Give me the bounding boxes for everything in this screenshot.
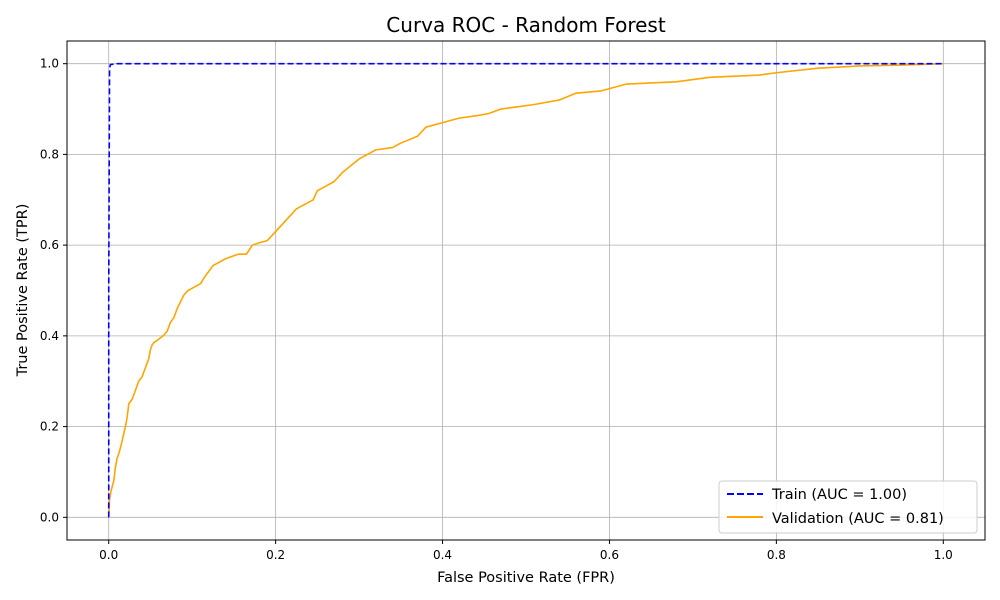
x-tick-label: 0.2 (266, 548, 285, 562)
y-axis-label: True Positive Rate (TPR) (15, 204, 31, 378)
y-tick-label: 0.6 (40, 238, 59, 252)
legend-label-train: Train (AUC = 1.00) (771, 487, 907, 503)
legend-box (718, 480, 978, 534)
y-axis-ticks: 0.0 0.2 0.4 0.6 0.8 1.0 (40, 57, 67, 524)
x-tick-label: 0.0 (99, 548, 118, 562)
x-tick-label: 0.4 (433, 548, 452, 562)
legend-label-validation: Validation (AUC = 0.81) (772, 511, 944, 527)
validation-roc-line (107, 62, 944, 518)
x-tick-label: 0.8 (767, 548, 786, 562)
y-tick-label: 1.0 (40, 57, 59, 71)
y-tick-label: 0.0 (40, 510, 59, 524)
legend: Train (AUC = 1.00) Validation (AUC = 0.8… (718, 480, 978, 534)
y-tick-label: 0.4 (40, 329, 59, 343)
plot-area (67, 41, 985, 540)
chart-title: Curva ROC - Random Forest (386, 13, 666, 37)
x-axis-label: False Positive Rate (FPR) (437, 570, 615, 586)
x-tick-label: 1.0 (934, 548, 953, 562)
y-tick-label: 0.8 (40, 147, 59, 161)
x-axis-ticks: 0.0 0.2 0.4 0.6 0.8 1.0 (99, 540, 953, 562)
plot-frame (66, 40, 986, 541)
x-tick-label: 0.6 (600, 548, 619, 562)
y-tick-label: 0.2 (40, 420, 59, 434)
train-roc-line (107, 62, 944, 518)
series-layer (107, 62, 944, 518)
